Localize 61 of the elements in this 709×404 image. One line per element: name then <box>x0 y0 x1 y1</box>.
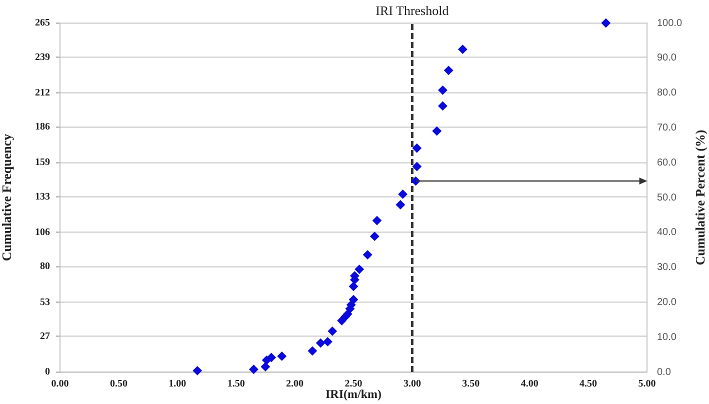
y2-tick-label: 10.0 <box>657 332 677 343</box>
point <box>316 338 326 348</box>
point <box>354 264 364 274</box>
y-tick-label: 80 <box>40 261 50 272</box>
point <box>432 126 442 136</box>
point <box>192 366 202 376</box>
y-axis-title: Cumulative Frequency <box>0 133 14 262</box>
x-tick-label: 4.50 <box>580 378 598 390</box>
y2-tick-label: 30.0 <box>657 262 677 274</box>
x-tick-label: 3.00 <box>403 378 421 390</box>
y2-tick-label: 60.0 <box>657 157 677 168</box>
point <box>308 346 317 356</box>
x-tick-label: 3.50 <box>462 378 480 390</box>
y-tick-label: 27 <box>40 331 50 342</box>
point <box>370 232 380 241</box>
point <box>372 216 382 226</box>
y2-tick-label: 40.0 <box>657 227 677 238</box>
y2-tick-label: 70.0 <box>657 122 677 134</box>
point <box>396 200 405 210</box>
y2-tick-label: 90.0 <box>657 52 677 64</box>
y2-axis-title: Cumulative Percent (%) <box>692 130 708 266</box>
x-tick-label: 4.00 <box>520 378 538 390</box>
point <box>249 364 258 374</box>
point <box>266 353 276 362</box>
y2-tick-label: 100.0 <box>657 18 682 29</box>
x-tick-label: 1.00 <box>168 378 186 390</box>
point <box>438 86 448 95</box>
point <box>277 352 286 361</box>
point <box>458 44 468 54</box>
point <box>412 144 422 153</box>
point <box>601 18 610 28</box>
y-tick-label: 159 <box>35 157 50 168</box>
point <box>323 337 332 346</box>
x-tick-label: 5.00 <box>638 378 656 390</box>
x-tick-label: 1.50 <box>227 378 245 390</box>
y-tick-label: 265 <box>35 18 50 29</box>
y-tick-label: 0 <box>45 366 50 378</box>
point <box>438 101 448 110</box>
y2-tick-label: 20.0 <box>657 296 677 308</box>
y-tick-label: 133 <box>35 191 50 202</box>
point <box>412 162 422 172</box>
point <box>349 282 358 291</box>
point <box>411 176 420 186</box>
y-tick-label: 53 <box>40 296 50 308</box>
y-tick-label: 186 <box>35 122 50 133</box>
ref-line-label: IRI Threshold <box>376 2 450 18</box>
point <box>363 250 372 260</box>
point <box>398 190 408 199</box>
y2-tick-label: 80.0 <box>657 88 677 99</box>
y2-tick-label: 50.0 <box>657 192 677 204</box>
y-tick-label: 212 <box>35 87 50 98</box>
y2-tick-label: 0.0 <box>657 366 672 378</box>
x-tick-label: 2.00 <box>286 378 304 390</box>
y-tick-label: 106 <box>35 226 50 238</box>
point <box>328 326 337 336</box>
point <box>260 362 270 372</box>
point <box>349 295 358 304</box>
y-tick-label: 239 <box>35 52 50 63</box>
x-tick-label: 0.50 <box>110 378 128 390</box>
x-tick-label: 0.00 <box>51 378 69 390</box>
point <box>444 66 454 75</box>
